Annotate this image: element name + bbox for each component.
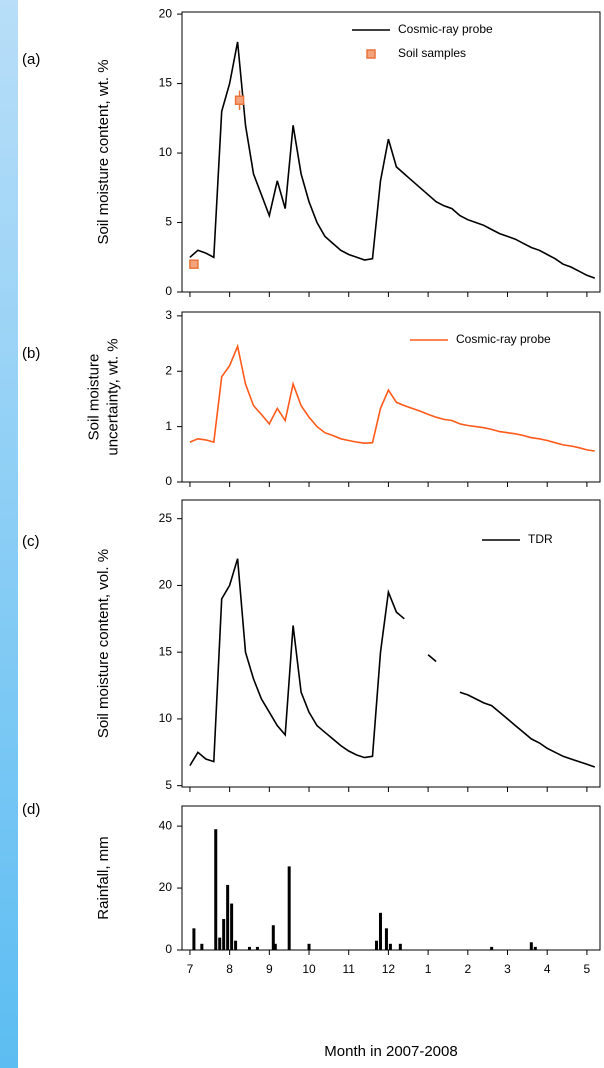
y-axis-label: Soil moisture: [85, 354, 102, 441]
y-tick-label: 20: [159, 6, 173, 20]
sample-marker: [234, 95, 245, 105]
bar: [230, 903, 234, 950]
x-tick-label: 10: [302, 962, 316, 976]
x-tick-label: 4: [544, 962, 551, 976]
y-tick-label: 1: [165, 419, 172, 433]
bar: [533, 946, 537, 950]
x-tick-label: 7: [187, 962, 194, 976]
y-axis-label: uncertainty, wt. %: [104, 338, 121, 455]
bar: [255, 946, 259, 950]
x-tick-label: 11: [342, 962, 355, 976]
bar: [529, 942, 533, 950]
bar: [490, 946, 494, 950]
bar: [375, 940, 379, 950]
bar: [226, 884, 230, 950]
bar: [307, 943, 311, 950]
y-tick-label: 2: [165, 363, 172, 377]
sample-marker: [189, 259, 199, 269]
y-axis-label: Soil moisture content, vol. %: [95, 549, 112, 738]
bar: [234, 940, 238, 950]
panel-label: (d): [22, 801, 40, 818]
plot-frame: [181, 805, 601, 951]
y-tick-label: 0: [165, 284, 172, 298]
bar: [378, 912, 382, 950]
y-tick-label: 15: [159, 644, 173, 658]
x-tick-label: 9: [266, 962, 273, 976]
y-tick-label: 20: [159, 880, 173, 894]
y-tick-label: 0: [165, 942, 172, 956]
y-tick-label: 15: [159, 76, 173, 90]
y-axis-label: Soil moisture content, wt. %: [95, 59, 112, 244]
y-tick-label: 0: [165, 474, 172, 488]
x-tick-label: 2: [464, 962, 471, 976]
y-tick-label: 25: [159, 511, 173, 525]
data-line: [189, 343, 595, 452]
plot-frame: [181, 11, 601, 293]
panel-label: (c): [22, 533, 40, 550]
legend-label: Cosmic-ray probe: [456, 332, 551, 346]
y-tick-label: 10: [159, 145, 173, 159]
y-tick-label: 40: [159, 818, 173, 832]
legend-label: TDR: [528, 532, 553, 546]
bar: [287, 866, 291, 950]
panel-label: (b): [22, 345, 40, 362]
x-axis-label: Month in 2007-2008: [324, 1043, 457, 1060]
bar: [388, 943, 392, 950]
x-tick-label: 5: [584, 962, 591, 976]
bar: [222, 919, 226, 950]
bar: [192, 928, 196, 950]
data-line: [189, 558, 596, 768]
bar: [273, 943, 277, 950]
y-tick-label: 3: [165, 308, 172, 322]
x-tick-label: 8: [226, 962, 233, 976]
data-line: [189, 41, 596, 279]
y-tick-label: 5: [165, 215, 172, 229]
plot-frame: [181, 311, 601, 483]
panel-label: (a): [22, 51, 40, 68]
plot-frame: [181, 499, 601, 788]
bar: [247, 946, 251, 950]
legend-label: Cosmic-ray probe: [398, 22, 493, 36]
legend-marker: [366, 49, 376, 59]
bar: [271, 925, 275, 950]
legend-label: Soil samples: [398, 46, 466, 60]
bar: [384, 928, 388, 950]
bar: [398, 943, 402, 950]
bar: [218, 937, 222, 950]
y-tick-label: 20: [159, 578, 173, 592]
side-strip: [0, 0, 18, 1068]
y-tick-label: 10: [159, 711, 173, 725]
bar: [200, 943, 204, 950]
y-axis-label: Rainfall, mm: [95, 836, 112, 919]
bar: [214, 829, 218, 950]
x-tick-label: 12: [382, 962, 396, 976]
x-tick-label: 3: [504, 962, 511, 976]
y-tick-label: 5: [165, 778, 172, 792]
x-tick-label: 1: [425, 962, 432, 976]
